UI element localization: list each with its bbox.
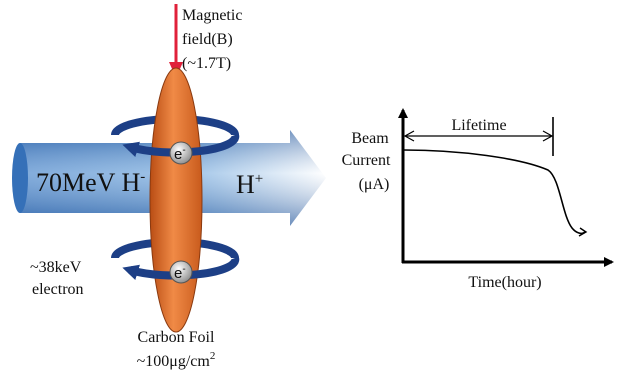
y-axis-label-line: Current: [342, 152, 391, 169]
current-curve: [404, 150, 585, 233]
y-axis-label-line: Beam: [351, 130, 389, 147]
y-axis-label-line: (μA): [359, 176, 390, 193]
electron-energy-line: ~38keV: [30, 259, 82, 276]
electron-symbol: e: [174, 265, 182, 282]
x-axis-label: Time(hour): [468, 274, 541, 291]
y-axis-label: Beam Current (μA): [342, 130, 395, 193]
curve-end: [579, 228, 586, 236]
foil-thickness: ~100μg/cm2: [137, 350, 216, 370]
carbon-foil: [150, 68, 202, 332]
beam-out-charge: +: [255, 171, 263, 187]
electron-charge: -: [182, 264, 185, 275]
foil-thickness-sup: 2: [210, 350, 216, 362]
electron-symbol: e: [174, 146, 182, 163]
field-label-line: (~1.7T): [182, 55, 231, 72]
electron-energy-line: electron: [32, 281, 84, 298]
beam-out-text: H: [236, 170, 255, 199]
beam-in-text: 70MeV H: [36, 168, 140, 197]
beam-in-label: 70MeV H-: [36, 168, 145, 197]
beam-end: [12, 143, 28, 213]
electron-energy-label: ~38keV electron: [30, 259, 85, 298]
lifetime-label: Lifetime: [451, 117, 506, 134]
foil-label: Carbon Foil: [138, 329, 215, 346]
field-label: Magnetic field(B) (~1.7T): [182, 7, 246, 72]
beam-in-charge: -: [140, 169, 145, 185]
foil-thickness-text: ~100μg/cm: [137, 353, 211, 370]
diagram: Magnetic field(B) (~1.7T) e- e- 70MeV H-…: [0, 0, 626, 376]
foil-label-line: Carbon Foil: [138, 329, 215, 346]
field-label-line: Magnetic: [182, 7, 242, 24]
electron-charge: -: [182, 145, 185, 156]
field-label-line: field(B): [182, 31, 233, 48]
